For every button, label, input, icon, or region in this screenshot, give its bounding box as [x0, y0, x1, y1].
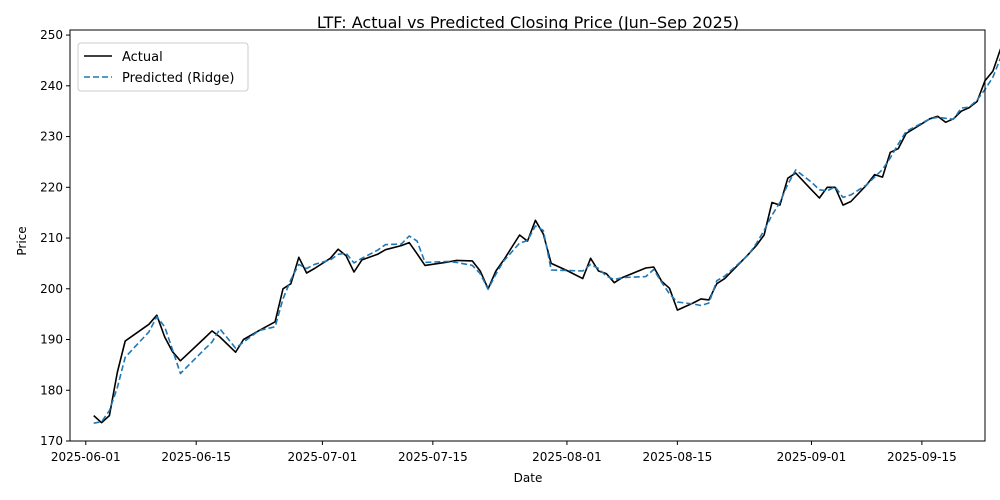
y-tick-label: 230 — [40, 130, 63, 144]
y-tick-label: 180 — [40, 383, 63, 397]
legend-box — [77, 42, 249, 92]
x-tick-label: 2025-09-01 — [777, 450, 847, 464]
axis-ticks: 170 180 190 200 210 220 230 240 250 2025-06-01 202… — [40, 28, 957, 464]
y-tick-label: 240 — [40, 79, 63, 93]
y-tick-label: 250 — [40, 28, 63, 42]
y-tick-label: 210 — [40, 231, 63, 245]
series-lines — [93, 48, 1000, 424]
y-tick-label: 190 — [40, 333, 63, 347]
x-tick-label: 2025-08-01 — [532, 450, 602, 464]
x-tick-label: 2025-08-15 — [642, 450, 712, 464]
x-tick-label: 2025-06-15 — [161, 450, 231, 464]
x-axis-label: Date — [514, 471, 543, 485]
chart-title: LTF: Actual vs Predicted Closing Price (… — [317, 13, 739, 32]
y-axis-label: Price — [15, 226, 29, 255]
x-tick-label: 2025-06-01 — [51, 450, 121, 464]
legend-label-predicted: Predicted (Ridge) — [122, 71, 234, 86]
series-line-predicted — [93, 57, 1000, 424]
y-tick-label: 220 — [40, 180, 63, 194]
x-tick-label: 2025-09-15 — [887, 450, 957, 464]
plot-area — [70, 30, 985, 441]
x-tick-label: 2025-07-01 — [288, 450, 358, 464]
y-tick-label: 200 — [40, 282, 63, 296]
plot-frame — [69, 29, 986, 442]
y-tick-label: 170 — [40, 434, 63, 448]
legend: Actual Predicted (Ridge) — [77, 42, 249, 92]
legend-label-actual: Actual — [122, 50, 163, 65]
x-tick-label: 2025-07-15 — [398, 450, 468, 464]
